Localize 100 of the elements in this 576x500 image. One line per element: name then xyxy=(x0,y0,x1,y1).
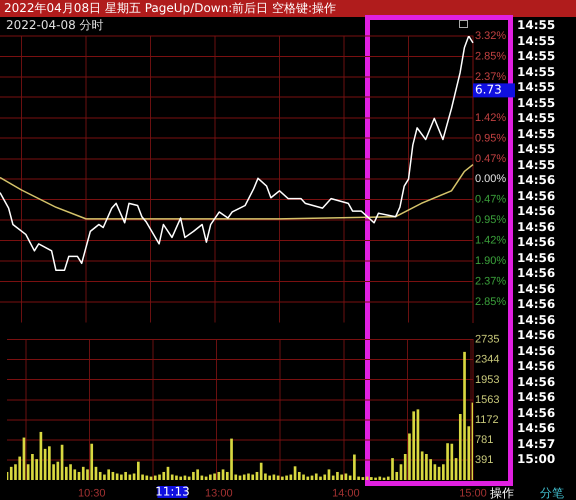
text: 14:56 xyxy=(517,344,556,358)
bar xyxy=(251,474,254,480)
text: 6.73 xyxy=(475,82,502,97)
bar xyxy=(344,474,348,480)
bar xyxy=(272,474,276,480)
y-tick-label: 2.37% xyxy=(475,275,506,288)
bar xyxy=(124,472,127,480)
text: 14:56 xyxy=(517,188,556,204)
text: 14:56 xyxy=(517,204,556,219)
bar xyxy=(128,474,132,480)
bar xyxy=(22,438,26,480)
text: 14:56 xyxy=(517,421,556,436)
y-tick-label: 1172 xyxy=(475,414,499,426)
bar xyxy=(362,477,364,480)
bar xyxy=(222,469,224,480)
bar xyxy=(378,476,382,480)
bar xyxy=(446,443,449,480)
text: 2022年04月08日 星期五 PageUp/Down:前后日 空格键:操作 xyxy=(0,0,576,17)
bar xyxy=(44,448,46,480)
bar xyxy=(120,474,123,480)
bar xyxy=(438,466,440,480)
y-tick-label: 1953 xyxy=(475,374,500,386)
bar xyxy=(336,472,339,480)
text: 14:56 xyxy=(517,282,556,296)
text: 14:55 xyxy=(517,80,556,95)
bar xyxy=(175,476,178,480)
y-tick-label: 1563 xyxy=(475,394,500,406)
bar xyxy=(260,462,263,480)
bar xyxy=(442,464,445,480)
y-tick-label: 1.90% xyxy=(475,255,506,268)
bar xyxy=(238,476,242,480)
text: 15:00 xyxy=(517,452,556,467)
bar xyxy=(302,474,305,480)
y-tick-label: 0.47% xyxy=(475,152,506,165)
bar xyxy=(166,466,170,480)
text: 14:55 xyxy=(517,158,556,172)
y-tick-label: 0.00% xyxy=(475,173,506,186)
text: 14:56 xyxy=(517,173,556,188)
bar xyxy=(52,464,55,480)
y-tick-label: 781 xyxy=(475,434,494,446)
text: 14:56 xyxy=(517,312,556,328)
bar xyxy=(247,474,250,480)
bar xyxy=(209,474,212,480)
x-tick-label: 13:00 xyxy=(205,488,233,500)
y-tick-label: 1.42% xyxy=(475,234,506,246)
x-tick-label: 10:30 xyxy=(78,488,106,500)
bar xyxy=(116,474,118,480)
bar xyxy=(357,476,360,480)
text: 14:55 xyxy=(517,96,556,110)
bar xyxy=(429,459,432,480)
text: 14:55 xyxy=(517,142,556,157)
bar xyxy=(319,476,322,480)
text: 14:55 xyxy=(517,111,556,126)
bar xyxy=(230,438,233,480)
text: 14:56 xyxy=(517,266,556,281)
text: 14:56 xyxy=(517,374,556,390)
bar xyxy=(306,476,310,480)
text: 14:56 xyxy=(517,328,556,343)
text: 14:56 xyxy=(517,235,556,250)
y-tick-label: 3.32% xyxy=(475,30,506,42)
text: 14:56 xyxy=(517,220,556,234)
text: 14:57 xyxy=(517,436,556,452)
bar xyxy=(40,432,42,480)
bar xyxy=(107,469,110,480)
text: 操作 xyxy=(490,486,514,500)
text: 14:56 xyxy=(517,406,556,420)
bar xyxy=(328,469,330,480)
bar xyxy=(196,469,199,480)
bar xyxy=(416,409,420,480)
bar xyxy=(184,476,186,480)
text: 14:56 xyxy=(517,297,556,312)
bar xyxy=(31,454,34,480)
bar xyxy=(268,476,271,480)
bar xyxy=(285,476,288,480)
bar xyxy=(145,476,148,480)
x-tick-label: 15:00 xyxy=(459,488,487,500)
bar xyxy=(192,472,195,480)
bar xyxy=(281,476,284,480)
y-tick-label: 1.42% xyxy=(475,112,506,124)
y-tick-label: 2.37% xyxy=(475,71,506,84)
bar xyxy=(310,476,314,480)
text: 14:56 xyxy=(517,250,556,266)
bar xyxy=(425,454,428,480)
bar xyxy=(463,352,466,480)
bar xyxy=(450,444,454,480)
bar xyxy=(314,474,318,480)
bar xyxy=(340,474,344,480)
bar xyxy=(370,477,373,480)
bar xyxy=(137,462,140,480)
y-tick-label: 0.95% xyxy=(475,132,506,144)
bar xyxy=(154,476,157,480)
x-tick-label: 14:00 xyxy=(332,488,360,500)
text: 14:56 xyxy=(517,390,556,405)
bar xyxy=(69,464,72,480)
text: 14:55 xyxy=(517,126,556,142)
y-tick-label: 0.47% xyxy=(475,194,506,206)
bar xyxy=(60,444,64,480)
bar xyxy=(150,476,152,480)
bar xyxy=(412,411,416,480)
text: 分笔 xyxy=(540,486,564,500)
